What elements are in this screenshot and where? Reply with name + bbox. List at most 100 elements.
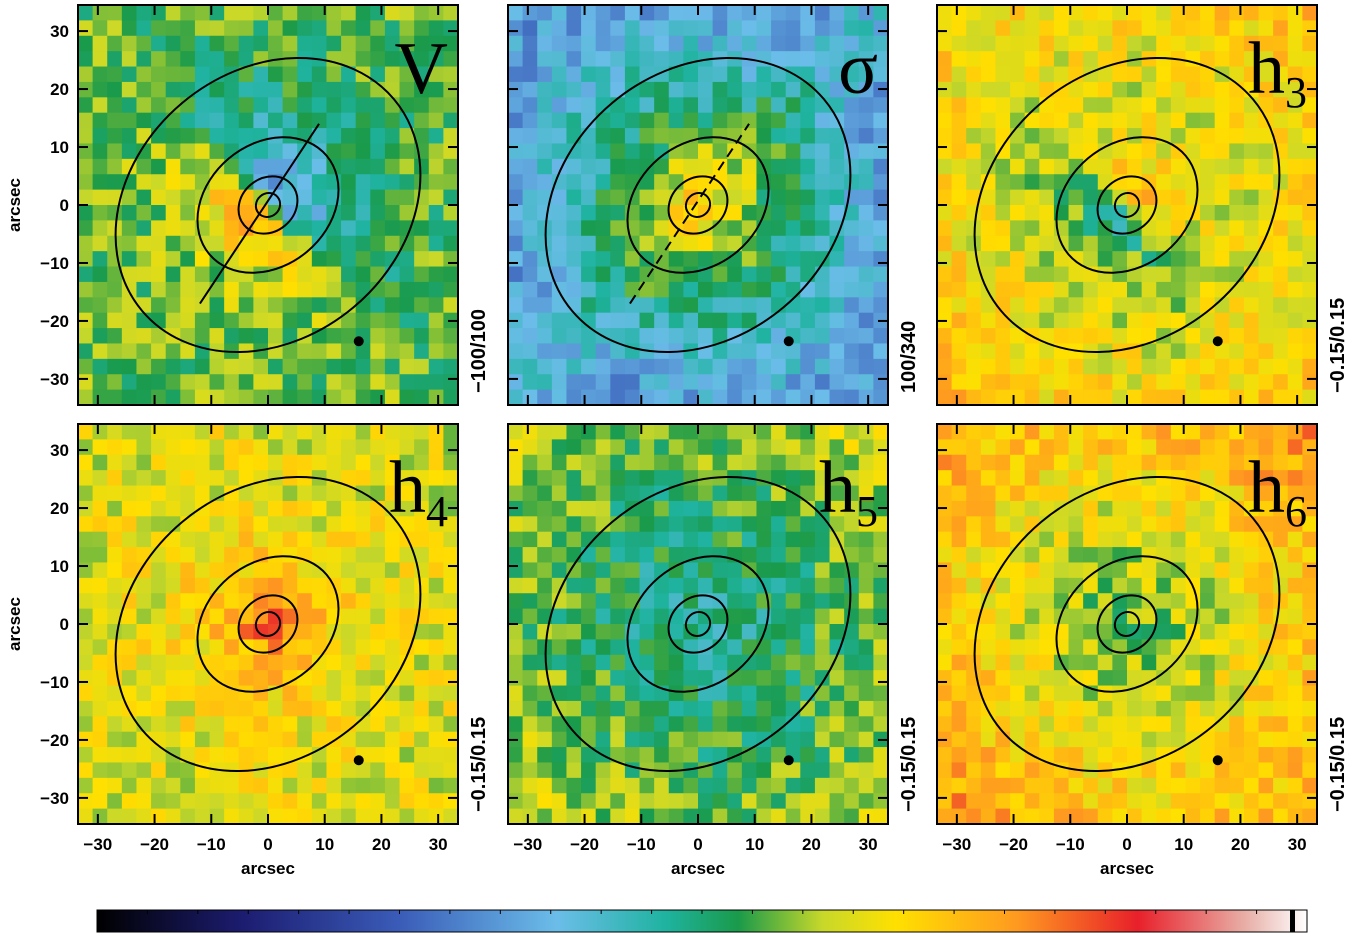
map-cell — [844, 531, 860, 548]
map-cell — [537, 808, 553, 825]
map-cell — [741, 128, 758, 145]
map-cell — [873, 470, 889, 487]
map-cell — [194, 374, 211, 391]
map-cell — [1141, 266, 1157, 283]
map-cell — [311, 66, 328, 83]
map-cell — [1302, 251, 1318, 268]
map-cell — [951, 808, 967, 825]
map-cell — [1258, 424, 1274, 440]
map-cell — [180, 235, 196, 252]
map-cell — [297, 485, 313, 502]
map-cell — [268, 485, 284, 502]
map-cell — [741, 174, 758, 191]
map-cell — [297, 516, 313, 533]
map-cell — [1287, 312, 1303, 329]
map-cell — [551, 297, 568, 314]
map-cell — [522, 205, 538, 221]
map-cell — [1185, 220, 1201, 237]
map-cell — [814, 220, 831, 237]
map-cell — [698, 297, 714, 314]
map-cell — [1214, 174, 1230, 191]
map-cell — [683, 731, 699, 748]
map-cell — [107, 112, 123, 129]
map-cell — [1156, 266, 1172, 283]
map-cell — [384, 235, 401, 252]
map-cell — [785, 158, 801, 175]
map-cell — [668, 266, 684, 283]
map-cell — [858, 328, 874, 345]
map-cell — [595, 143, 611, 160]
map-cell — [282, 577, 298, 594]
map-cell — [683, 716, 699, 733]
map-cell — [136, 189, 152, 206]
map-cell — [785, 470, 801, 487]
map-cell — [814, 454, 831, 471]
map-cell — [712, 281, 728, 298]
map-cell — [1039, 424, 1055, 440]
map-cell — [1068, 639, 1084, 656]
map-cell — [180, 189, 196, 206]
map-cell — [1141, 66, 1157, 83]
map-cell — [326, 716, 342, 733]
map-cell — [297, 374, 313, 391]
map-cell — [581, 762, 597, 779]
map-cell — [92, 716, 108, 733]
map-cell — [1083, 716, 1099, 733]
map-cell — [814, 281, 831, 298]
map-cell — [341, 51, 357, 68]
map-cell — [1287, 374, 1303, 391]
map-cell — [1112, 654, 1128, 671]
map-cell — [980, 112, 997, 129]
map-cell — [194, 577, 211, 594]
map-cell — [253, 654, 269, 671]
map-cell — [951, 547, 967, 564]
map-cell — [756, 220, 772, 237]
map-cell — [610, 747, 626, 764]
map-cell — [238, 128, 254, 145]
map-cell — [121, 97, 138, 114]
map-cell — [151, 51, 167, 68]
map-cell — [1214, 251, 1230, 268]
map-cell — [238, 547, 254, 564]
map-cell — [1302, 328, 1318, 345]
map-cell — [1156, 470, 1172, 487]
map-cell — [858, 20, 874, 37]
map-cell — [1156, 424, 1172, 440]
map-cell — [639, 235, 655, 252]
map-cell — [1243, 128, 1260, 145]
map-cell — [937, 654, 953, 671]
contour — [1096, 594, 1158, 654]
map-cell — [1258, 685, 1274, 702]
map-cell — [595, 547, 611, 564]
map-cell — [537, 128, 553, 145]
map-cell — [1243, 35, 1260, 52]
map-cell — [873, 747, 889, 764]
map-cell — [1010, 793, 1026, 810]
map-cell — [937, 189, 953, 206]
map-cell — [1287, 328, 1303, 345]
map-cell — [151, 500, 167, 517]
map-cell — [1170, 205, 1187, 221]
map-cell — [282, 281, 298, 298]
map-cell — [966, 143, 982, 160]
map-cell — [1200, 343, 1216, 360]
map-cell — [698, 5, 714, 21]
map-cell — [785, 220, 801, 237]
map-cell — [1200, 639, 1216, 656]
map-cell — [224, 470, 240, 487]
map-cell — [341, 158, 357, 175]
map-cell — [399, 454, 415, 471]
map-cell — [624, 66, 641, 83]
map-cell — [858, 112, 874, 129]
map-cell — [683, 343, 699, 360]
map-cell — [1243, 716, 1260, 733]
map-cell — [800, 205, 816, 221]
map-cell — [995, 20, 1011, 37]
map-cell — [624, 158, 641, 175]
map-cell — [78, 235, 94, 252]
map-cell — [428, 312, 444, 329]
map-cell — [107, 624, 123, 640]
map-cell — [78, 608, 94, 625]
map-cell — [844, 343, 860, 360]
map-cell — [522, 189, 538, 206]
